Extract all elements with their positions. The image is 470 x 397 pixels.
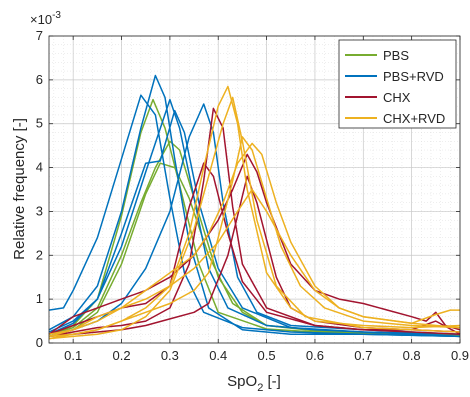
y-tick-label: 5 [36,116,43,131]
x-tick-label: 0.1 [64,348,82,363]
legend-label: CHX [383,90,411,105]
y-tick-label: 1 [36,291,43,306]
x-tick-label: 0.4 [209,348,227,363]
axes-box [48,35,461,344]
y-tick-label: 3 [36,203,43,218]
series-line-chx-3 [48,153,461,335]
x-tick-label: 0.7 [354,348,372,363]
series-line-pbs-rvd-4 [48,109,461,338]
legend-label: PBS+RVD [383,69,444,84]
y-tick-label: 6 [36,72,43,87]
x-axis-ticks: 0.1 0.2 0.3 0.4 0.5 0.6 0.7 0.8 0.9 [64,36,469,363]
series-line-chx-rvd-5 [48,188,461,338]
legend-label: PBS [383,48,409,63]
series-line-pbs-3 [48,162,461,338]
legend-label: CHX+RVD [383,111,445,126]
series-layer [48,74,461,340]
y-tick-label: 2 [36,247,43,262]
y-axis-ticks: 0 1 2 3 4 5 6 7 [36,28,460,350]
y-axis-label: Relative frequency [-] [11,118,28,260]
y-tick-label: 7 [36,28,43,43]
y-tick-label: 0 [36,335,43,350]
x-tick-label: 0.3 [161,348,179,363]
series-line-pbs-rvd-5 [48,103,461,335]
x-tick-label: 0.6 [306,348,324,363]
x-axis-label: SpO2 [-] [227,373,281,394]
series-line-pbs-rvd-1 [48,94,461,338]
y-tick-label: 4 [36,160,43,175]
y-scale-factor: ×10-3 [30,10,61,27]
series-line-chx-rvd-2 [48,96,461,340]
series-line-chx-rvd-4 [48,136,461,340]
legend: PBS PBS+RVD CHX CHX+RVD [338,39,457,129]
x-tick-label: 0.2 [112,348,130,363]
x-tick-label: 0.5 [258,348,276,363]
x-tick-label: 0.9 [451,348,469,363]
x-tick-label: 0.8 [403,348,421,363]
